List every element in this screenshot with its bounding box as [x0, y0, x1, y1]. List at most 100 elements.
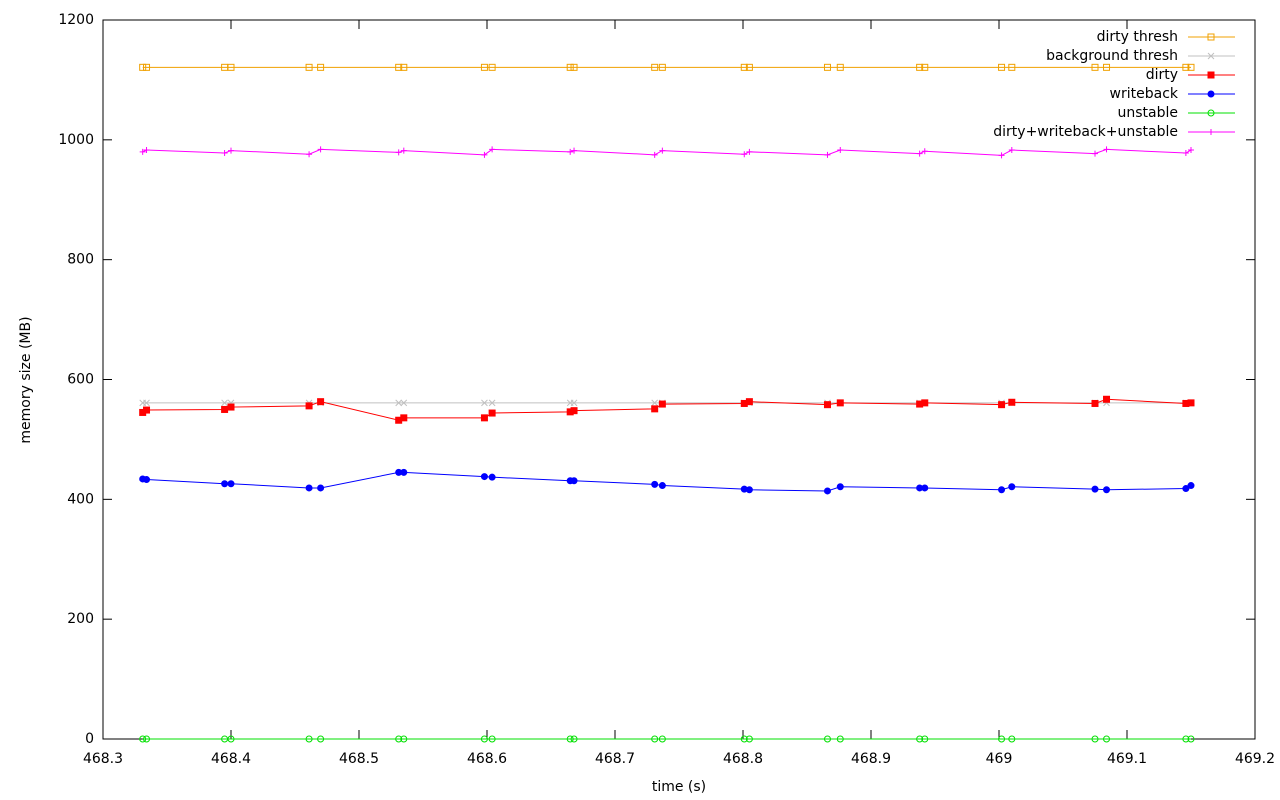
x-axis-label: time (s)	[652, 779, 706, 795]
point	[1008, 483, 1016, 491]
point	[1103, 395, 1111, 403]
point	[1103, 486, 1111, 494]
point	[305, 484, 313, 492]
point	[480, 63, 488, 71]
point	[488, 399, 496, 407]
point	[221, 405, 229, 413]
point	[745, 486, 753, 494]
point	[916, 150, 923, 157]
point	[1008, 735, 1016, 743]
point	[400, 147, 407, 154]
y-tick-label: 600	[67, 372, 94, 388]
point	[228, 147, 234, 154]
x-tick-label: 468.9	[851, 751, 891, 767]
point	[836, 399, 844, 407]
point	[998, 401, 1006, 409]
point	[221, 480, 229, 488]
point	[1103, 63, 1111, 71]
point	[824, 151, 831, 158]
x-tick-label: 468.6	[467, 751, 507, 767]
point	[998, 152, 1005, 159]
x-tick-label: 469.2	[1235, 751, 1275, 767]
point	[1182, 485, 1190, 493]
point	[400, 414, 408, 422]
point	[1103, 146, 1110, 153]
point	[221, 150, 228, 157]
point	[480, 414, 488, 422]
point	[395, 399, 403, 407]
point	[317, 484, 325, 492]
point	[921, 735, 929, 743]
point	[227, 403, 235, 411]
legend-label: dirty thresh	[1097, 29, 1178, 45]
point	[1091, 735, 1099, 743]
point	[746, 148, 753, 155]
legend-label: dirty+writeback+unstable	[993, 124, 1178, 140]
y-tick-label: 0	[85, 731, 94, 747]
point	[658, 482, 666, 490]
point	[837, 147, 844, 154]
point	[1091, 485, 1099, 493]
point	[480, 473, 488, 481]
point	[570, 407, 578, 415]
point	[1187, 63, 1195, 71]
point	[566, 735, 574, 743]
point	[143, 476, 151, 484]
point	[921, 148, 928, 155]
point	[658, 63, 666, 71]
point	[139, 63, 147, 71]
point	[571, 147, 578, 154]
legend-marker	[1207, 109, 1215, 117]
x-tick-label: 469.1	[1107, 751, 1147, 767]
point	[998, 486, 1006, 494]
legend-marker	[1208, 129, 1214, 135]
point	[488, 473, 496, 481]
point	[823, 487, 831, 495]
point	[1187, 482, 1195, 490]
point	[916, 735, 924, 743]
point	[1091, 399, 1099, 407]
point	[1187, 399, 1195, 407]
point	[745, 398, 753, 406]
point	[658, 735, 666, 743]
point	[740, 735, 748, 743]
point	[998, 735, 1006, 743]
point	[139, 735, 147, 743]
series-line	[142, 148, 1192, 156]
legend-label: unstable	[1118, 105, 1179, 121]
point	[1103, 735, 1111, 743]
point	[651, 63, 659, 71]
point	[1187, 735, 1195, 743]
point	[395, 735, 403, 743]
legend-label: dirty	[1146, 67, 1178, 83]
point	[305, 735, 313, 743]
point	[400, 735, 408, 743]
point	[1188, 147, 1194, 154]
legend-marker	[1207, 90, 1215, 98]
x-tick-label: 468.5	[339, 751, 379, 767]
point	[1182, 63, 1190, 71]
point	[305, 63, 313, 71]
point	[306, 151, 313, 158]
y-axis-label: memory size (MB)	[18, 316, 34, 443]
point	[488, 63, 496, 71]
point	[836, 735, 844, 743]
point	[227, 735, 235, 743]
x-tick-label: 468.4	[211, 751, 251, 767]
point	[227, 63, 235, 71]
point	[395, 63, 403, 71]
series-line	[142, 471, 1192, 492]
point	[395, 149, 402, 156]
legend-marker	[1207, 33, 1215, 41]
y-tick-label: 200	[67, 611, 94, 627]
x-tick-label: 468.3	[83, 751, 123, 767]
point	[317, 146, 324, 153]
point	[1182, 150, 1189, 157]
point	[836, 63, 844, 71]
point	[143, 406, 151, 414]
y-tick-label: 800	[67, 252, 94, 268]
point	[1182, 735, 1190, 743]
point	[221, 399, 228, 407]
point	[143, 147, 150, 154]
point	[836, 483, 844, 491]
